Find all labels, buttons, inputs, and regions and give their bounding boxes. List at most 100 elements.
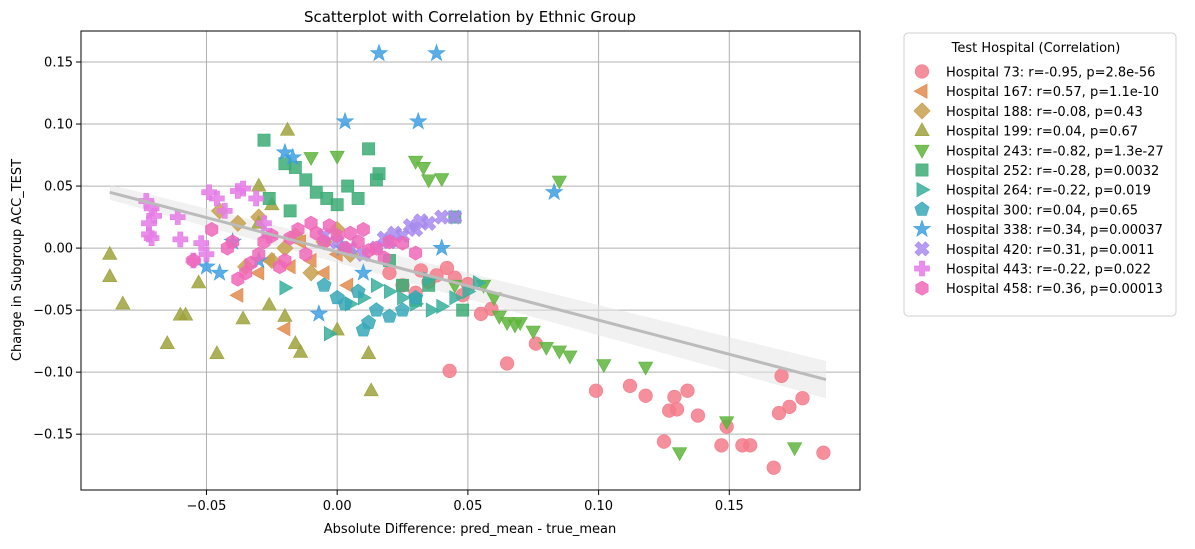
- scatter-point: [309, 225, 323, 241]
- legend-marker: [914, 122, 930, 136]
- scatter-point: [287, 335, 304, 350]
- y-tick-label: −0.10: [33, 366, 73, 381]
- scatter-point: [637, 361, 654, 376]
- scatter-point: [309, 304, 329, 322]
- scatter-point: [257, 234, 271, 250]
- plot-frame: [80, 30, 861, 491]
- y-tick-label: 0.05: [44, 180, 73, 195]
- scatter-point: [434, 173, 450, 188]
- legend-entry-label: Hospital 73: r=-0.95, p=2.8e-56: [946, 66, 1155, 81]
- legend-marker: [914, 260, 930, 277]
- scatter-point: [235, 310, 251, 325]
- scatter-point: [370, 277, 385, 293]
- legend-marker: [913, 102, 931, 120]
- scatter-point: [250, 265, 265, 281]
- scatter-point: [680, 383, 695, 398]
- legend-entry-label: Hospital 443: r=-0.22, p=0.022: [946, 263, 1151, 278]
- scatter-point: [169, 209, 186, 225]
- scatter-point: [209, 190, 225, 207]
- legend-marker: [913, 83, 928, 99]
- scatter-point: [449, 290, 464, 306]
- scatter-point: [427, 43, 446, 62]
- x-tick-label: 0.05: [453, 499, 482, 514]
- scatter-point: [283, 204, 297, 218]
- scatter-point: [402, 218, 418, 234]
- scatter-point: [662, 403, 677, 418]
- scatter-point: [329, 289, 345, 305]
- scatter-point: [544, 182, 564, 201]
- scatter-point: [273, 259, 287, 275]
- scatter-point: [291, 222, 305, 237]
- scatter-point: [329, 150, 345, 165]
- scatter-point: [816, 445, 831, 460]
- x-tick-label: 0.15: [715, 499, 744, 514]
- scatter-point: [220, 240, 234, 256]
- scatter-point: [252, 246, 266, 262]
- legend-entry-label: Hospital 300: r=0.04, p=0.65: [946, 203, 1138, 218]
- scatter-point: [551, 175, 568, 190]
- scatter-point: [341, 179, 355, 193]
- scatter-point: [381, 308, 397, 323]
- scatter-point: [714, 438, 729, 453]
- scatter-point: [172, 231, 189, 248]
- scatter-point: [771, 405, 787, 421]
- scatter-point: [279, 121, 296, 136]
- scatter-point: [656, 434, 672, 449]
- scatter-point: [235, 180, 251, 197]
- scatter-point: [299, 246, 313, 262]
- scatter-point: [473, 306, 489, 321]
- scatter-point: [205, 222, 219, 237]
- scatter-point: [279, 280, 294, 296]
- scatter-point: [198, 246, 215, 263]
- y-tick-label: 0.00: [44, 242, 73, 257]
- scatter-point: [395, 302, 411, 317]
- chart-title: Scatterplot with Correlation by Ethnic G…: [304, 8, 636, 26]
- scatter-point: [361, 314, 377, 329]
- scatter-point: [538, 341, 554, 356]
- scatter-point: [638, 388, 653, 403]
- legend: Test Hospital (Correlation) Hospital 73:…: [903, 32, 1177, 317]
- x-tick-label: 0.10: [584, 499, 613, 514]
- scatter-point: [102, 268, 118, 283]
- series-group: [316, 277, 424, 337]
- scatter-point: [323, 326, 338, 342]
- scatter-point: [159, 335, 175, 350]
- regression-line: [109, 190, 827, 382]
- scatter-point: [322, 218, 336, 234]
- scatter-point: [795, 391, 810, 406]
- legend-items: Hospital 73: r=-0.95, p=2.8e-56 Hospital …: [912, 64, 1164, 297]
- scatter-point: [525, 325, 541, 340]
- scatter-point: [363, 382, 379, 397]
- scatter-point: [316, 277, 332, 292]
- scatter-point: [209, 345, 225, 359]
- scatter-point: [356, 222, 370, 237]
- scatter-point: [415, 162, 432, 176]
- legend-marker: [914, 241, 930, 257]
- scatter-point: [141, 226, 157, 243]
- scatter-point: [303, 152, 319, 166]
- scatter-point: [408, 289, 424, 305]
- scatter-point: [351, 192, 365, 205]
- scatter-point: [343, 225, 357, 241]
- scatter-point: [447, 209, 463, 225]
- legend-marker: [912, 219, 932, 237]
- scatter-point: [217, 203, 233, 219]
- scatter-point: [499, 317, 515, 331]
- scatter-point: [622, 378, 638, 393]
- scatter-point: [302, 264, 320, 282]
- scatter-point: [787, 442, 803, 457]
- scatter-point: [472, 275, 487, 291]
- scatter-point: [667, 389, 682, 405]
- scatter-point: [231, 271, 245, 287]
- scatter-point: [177, 306, 194, 321]
- legend-entry-label: Hospital 420: r=0.31, p=0.0011: [946, 243, 1155, 258]
- y-tick-label: −0.05: [33, 304, 73, 319]
- scatter-point: [115, 295, 131, 310]
- scatter-point: [671, 447, 688, 462]
- scatter-point: [456, 303, 470, 317]
- scatter-point: [735, 438, 750, 453]
- legend-entry-label: Hospital 199: r=0.04, p=0.67: [946, 125, 1138, 140]
- scatter-point: [408, 111, 428, 130]
- legend-marker: [916, 182, 931, 198]
